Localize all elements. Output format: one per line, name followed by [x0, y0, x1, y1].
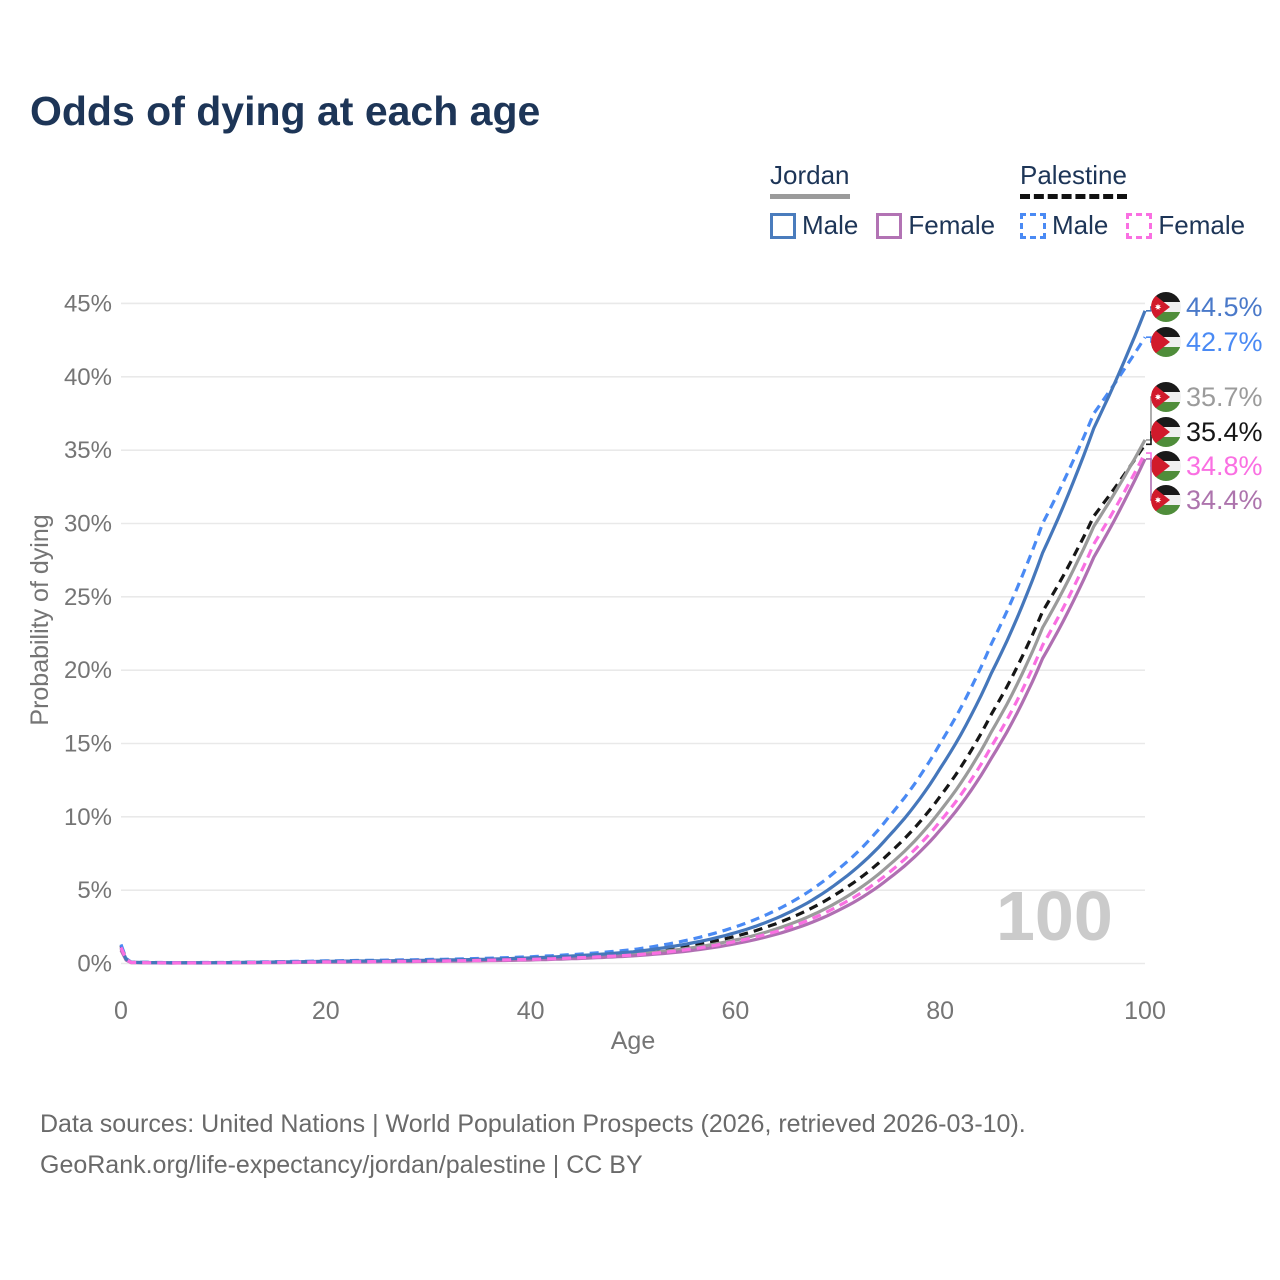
palestine-male-swatch-icon — [1020, 212, 1046, 239]
palestine-female-swatch-icon — [1126, 212, 1153, 239]
legend-header-jordan[interactable]: Jordan — [770, 160, 850, 199]
x-tick-label: 80 — [926, 997, 954, 1025]
palestine-flag-icon — [1151, 327, 1181, 357]
end-value-label: 42.7% — [1186, 327, 1263, 357]
jordan-flag-icon — [1151, 382, 1181, 412]
series-line-jordan-both — [119, 439, 1147, 965]
series-line-palestine-male — [119, 336, 1147, 965]
y-tick-label: 15% — [64, 730, 112, 757]
legend-item-palestine-male[interactable]: Male — [1020, 210, 1108, 241]
legend-header-palestine[interactable]: Palestine — [1020, 160, 1127, 199]
y-tick-label: 25% — [64, 584, 112, 611]
y-tick-label: 10% — [64, 804, 112, 831]
x-tick-label: 20 — [312, 997, 340, 1025]
y-tick-label: 0% — [77, 951, 112, 978]
y-tick-label: 5% — [77, 877, 112, 904]
label-leader-line — [1146, 431, 1152, 446]
label-leader-line — [1146, 458, 1152, 501]
jordan-male-swatch-icon — [770, 212, 796, 239]
series-line-palestine-both — [119, 443, 1147, 965]
data-sources-line: Data sources: United Nations | World Pop… — [40, 1110, 1026, 1138]
page-title: Odds of dying at each age — [30, 88, 541, 134]
legend-item-label: Male — [1052, 210, 1109, 240]
x-tick-label: 60 — [721, 997, 749, 1025]
y-tick-label: 30% — [64, 510, 112, 537]
legend-item-label: Female — [1158, 210, 1246, 240]
y-tick-label: 20% — [64, 657, 112, 684]
x-tick-label: 0 — [114, 997, 128, 1025]
age-watermark: 100 — [996, 877, 1113, 955]
jordan-female-swatch-icon — [876, 212, 903, 239]
legend-item-palestine-female[interactable]: Female — [1126, 210, 1245, 241]
legend-item-jordan-male[interactable]: Male — [770, 210, 858, 241]
legend-item-label: Male — [802, 210, 859, 240]
legend-group-jordan: Jordan Male Female — [770, 160, 995, 241]
end-value-label: 35.7% — [1186, 382, 1263, 412]
source-url-line[interactable]: GeoRank.org/life-expectancy/jordan/pales… — [40, 1151, 643, 1179]
label-leader-line — [1146, 336, 1152, 343]
y-tick-label: 45% — [64, 290, 112, 317]
y-tick-label: 40% — [64, 364, 112, 391]
end-value-label: 35.4% — [1186, 417, 1263, 447]
legend-item-label: Female — [908, 210, 996, 240]
label-leader-line — [1146, 306, 1152, 312]
end-value-label: 44.5% — [1186, 292, 1263, 322]
label-leader-line — [1146, 396, 1152, 441]
legend-item-jordan-female[interactable]: Female — [876, 210, 995, 241]
y-tick-label: 35% — [64, 437, 112, 464]
legend-group-palestine: Palestine Male Female — [1020, 160, 1245, 241]
jordan-flag-icon — [1151, 485, 1181, 515]
jordan-flag-icon — [1151, 292, 1181, 322]
end-value-label: 34.4% — [1186, 485, 1263, 515]
palestine-flag-icon — [1151, 417, 1181, 447]
x-axis-title: Age — [611, 1027, 655, 1055]
footer-attribution: Data sources: United Nations | World Pop… — [40, 1104, 1026, 1186]
series-line-palestine-female — [119, 452, 1147, 965]
x-tick-label: 100 — [1124, 997, 1166, 1025]
palestine-flag-icon — [1151, 451, 1181, 481]
x-tick-label: 40 — [517, 997, 545, 1025]
end-value-label: 34.8% — [1186, 451, 1263, 481]
series-line-jordan-male — [119, 310, 1147, 965]
y-axis-title: Probability of dying — [26, 514, 54, 725]
